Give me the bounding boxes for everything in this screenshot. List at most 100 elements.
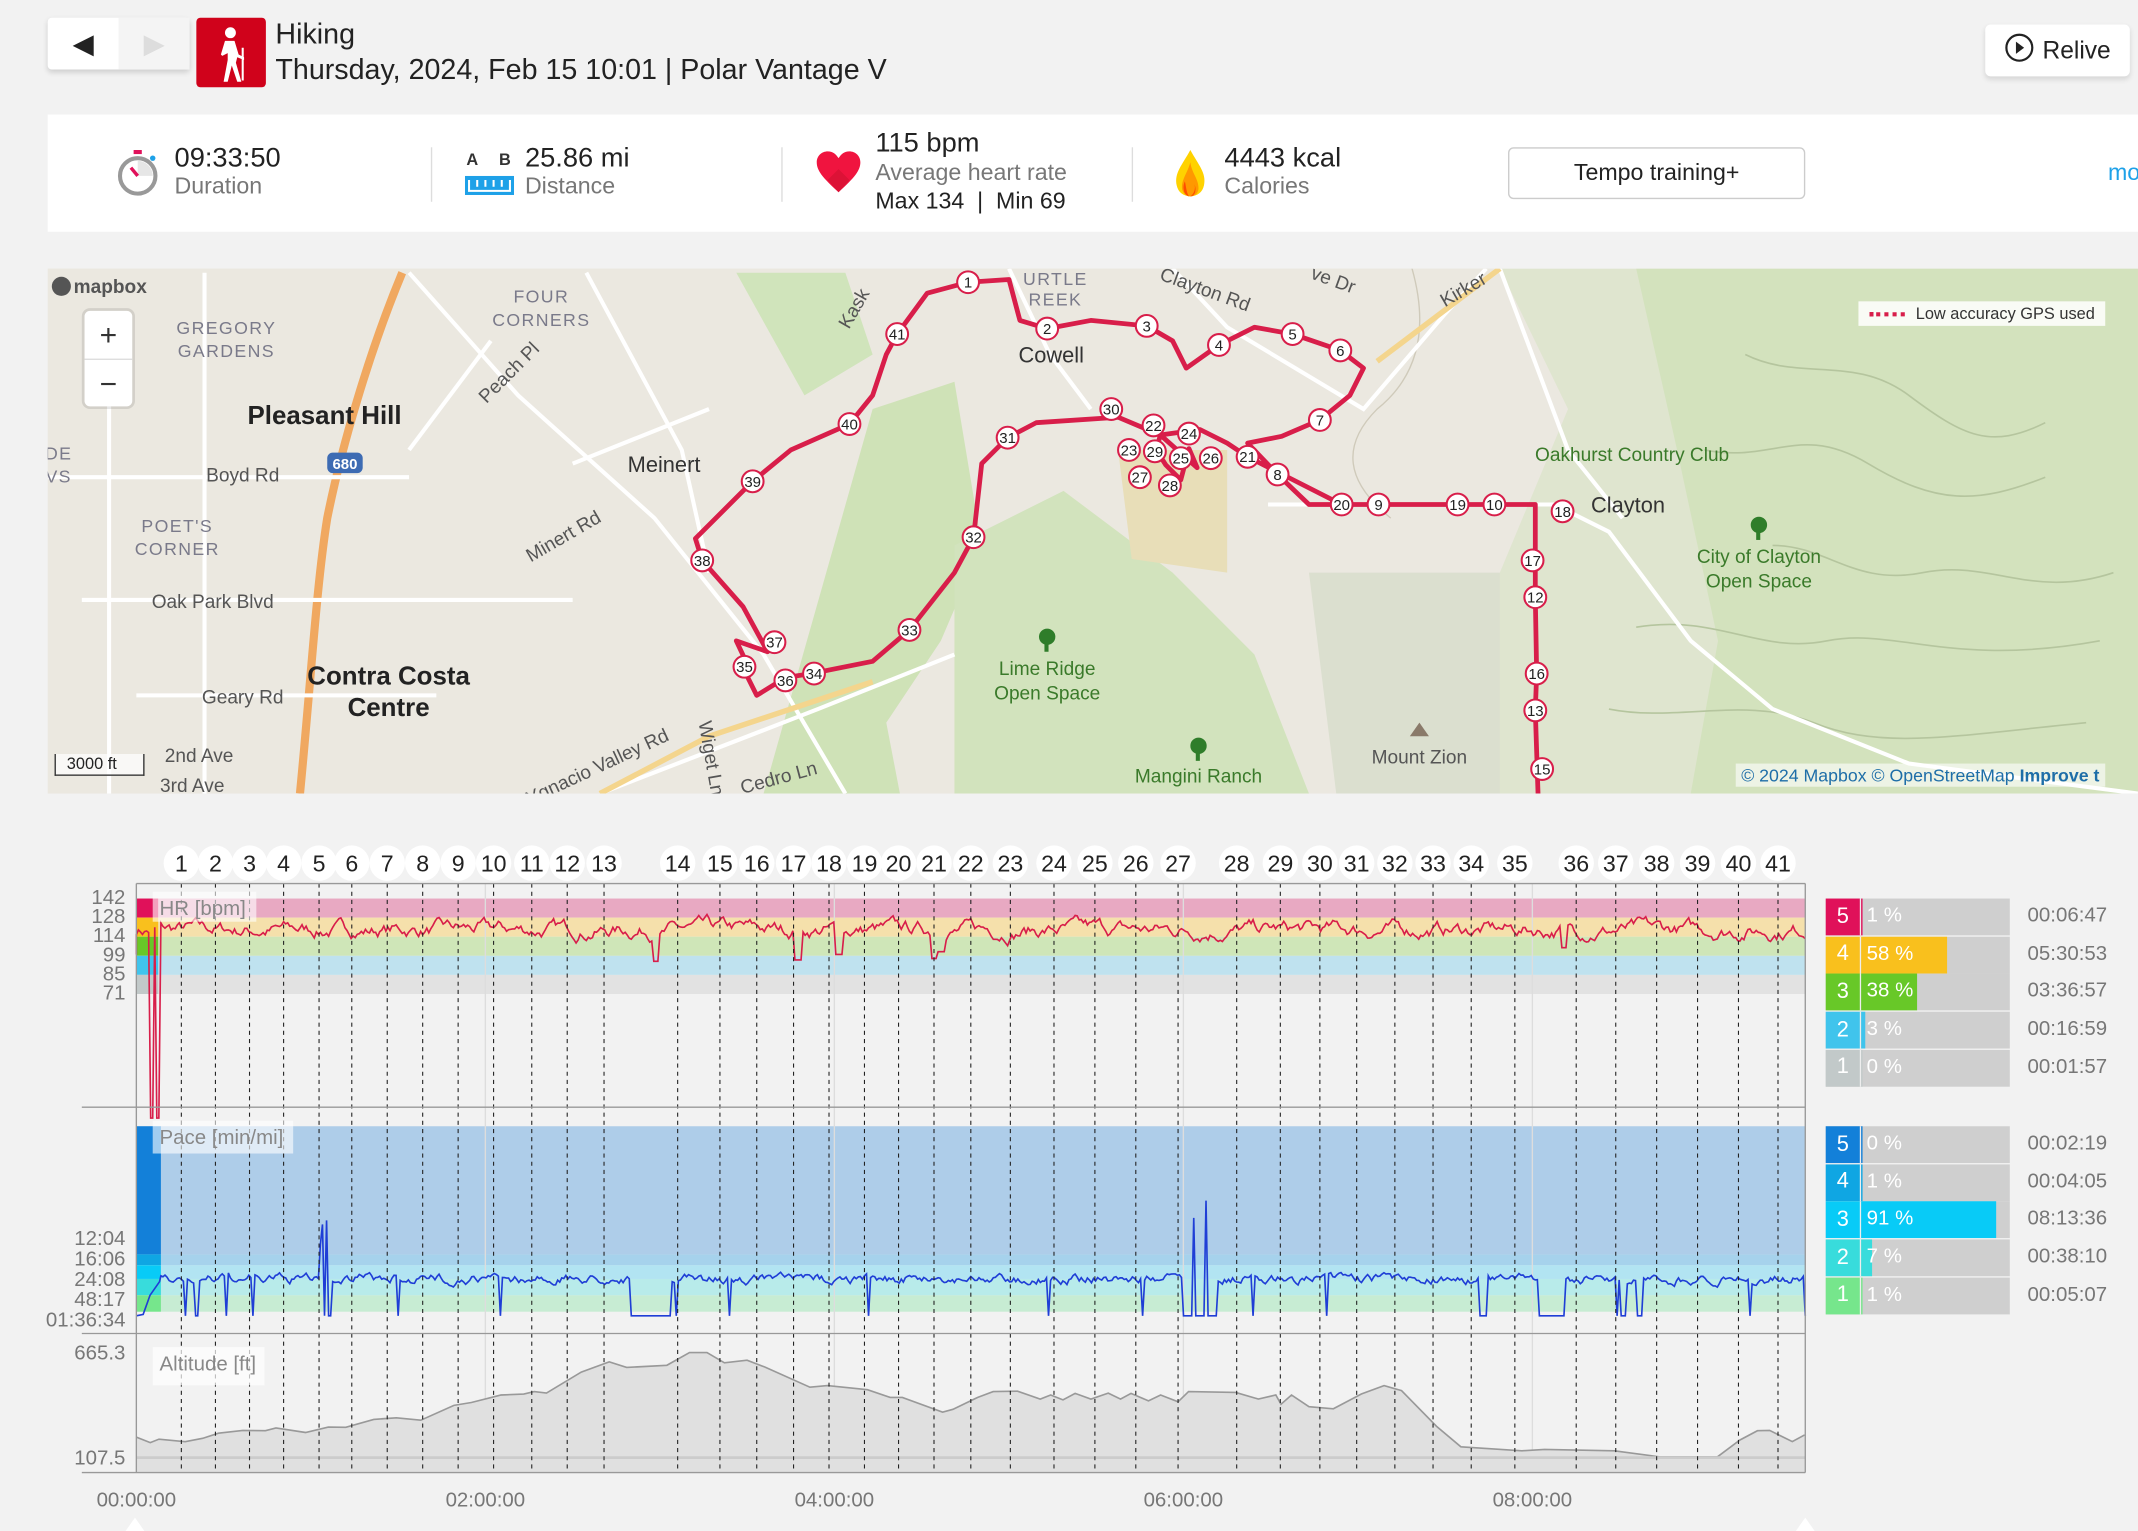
lap-marker[interactable]: 31 bbox=[1338, 845, 1375, 881]
route-lap-marker[interactable]: 21 bbox=[1235, 444, 1260, 469]
route-lap-marker[interactable]: 27 bbox=[1127, 465, 1152, 490]
lap-marker[interactable]: 7 bbox=[369, 845, 405, 881]
lap-marker[interactable]: 30 bbox=[1302, 845, 1338, 881]
route-lap-marker[interactable]: 15 bbox=[1530, 757, 1555, 781]
lap-marker[interactable]: 25 bbox=[1077, 845, 1113, 881]
map-label: Centre bbox=[347, 694, 430, 723]
route-lap-marker[interactable]: 5 bbox=[1280, 322, 1305, 346]
lap-marker[interactable]: 6 bbox=[334, 845, 370, 881]
zoom-out-button[interactable]: − bbox=[99, 366, 118, 401]
lap-marker[interactable]: 2 bbox=[197, 845, 234, 881]
route-lap-marker[interactable]: 16 bbox=[1524, 661, 1549, 686]
route-lap-marker[interactable]: 17 bbox=[1520, 548, 1545, 573]
lap-marker[interactable]: 17 bbox=[775, 845, 812, 881]
route-lap-marker[interactable]: 13 bbox=[1523, 698, 1548, 723]
lap-marker[interactable]: 22 bbox=[953, 845, 989, 881]
range-handle-icon[interactable] bbox=[125, 1517, 1815, 1531]
route-lap-marker[interactable]: 33 bbox=[897, 618, 922, 642]
zoom-in-button[interactable]: + bbox=[84, 311, 133, 360]
route-lap-marker[interactable]: 3 bbox=[1134, 313, 1159, 338]
route-lap-marker[interactable]: 34 bbox=[802, 661, 826, 686]
route-lap-marker[interactable]: 38 bbox=[690, 548, 715, 573]
route-lap-marker[interactable]: 25 bbox=[1168, 446, 1193, 471]
lap-marker[interactable]: 19 bbox=[846, 845, 883, 881]
route-lap-marker[interactable]: 7 bbox=[1307, 408, 1332, 432]
route-lap-marker[interactable]: 18 bbox=[1550, 499, 1575, 524]
activity-charts[interactable]: 1 2 3 4 5 6 7 8 9 10 11 12 13 14 15 16 17 18 19 20 21 22 23 24 2… bbox=[0, 818, 1827, 1531]
route-lap-marker[interactable]: 40 bbox=[837, 412, 862, 436]
route-lap-marker[interactable]: 10 bbox=[1482, 492, 1507, 517]
route-lap-marker[interactable]: 29 bbox=[1142, 439, 1167, 464]
route-lap-marker[interactable]: 9 bbox=[1366, 492, 1391, 517]
lap-marker[interactable]: 20 bbox=[880, 845, 917, 881]
lap-marker[interactable]: 32 bbox=[1377, 845, 1413, 881]
route-lap-marker[interactable]: 2 bbox=[1035, 316, 1060, 341]
lap-marker[interactable]: 21 bbox=[916, 845, 952, 881]
lap-marker[interactable]: 10 bbox=[475, 845, 512, 881]
svg-text:2: 2 bbox=[1043, 321, 1051, 338]
route-lap-marker[interactable]: 30 bbox=[1099, 397, 1124, 421]
lap-marker[interactable]: 29 bbox=[1262, 845, 1299, 881]
lap-marker[interactable]: 26 bbox=[1118, 845, 1154, 881]
route-lap-marker[interactable]: 28 bbox=[1157, 473, 1182, 498]
more-link[interactable]: mo bbox=[2107, 159, 2138, 186]
lap-marker[interactable]: 39 bbox=[1679, 845, 1716, 881]
lap-marker[interactable]: 8 bbox=[404, 845, 441, 881]
lap-marker[interactable]: 33 bbox=[1415, 845, 1451, 881]
lap-marker[interactable]: 9 bbox=[440, 845, 476, 881]
route-lap-marker[interactable]: 31 bbox=[995, 425, 1020, 450]
route-lap-marker[interactable]: 24 bbox=[1177, 421, 1201, 446]
lap-marker[interactable]: 1 bbox=[163, 845, 200, 881]
lap-marker[interactable]: 4 bbox=[265, 845, 302, 881]
route-lap-marker[interactable]: 26 bbox=[1198, 446, 1223, 471]
lap-marker[interactable]: 27 bbox=[1160, 845, 1196, 881]
route-lap-marker[interactable]: 37 bbox=[762, 630, 787, 655]
route-lap-marker[interactable]: 4 bbox=[1207, 333, 1231, 357]
route-lap-marker[interactable]: 23 bbox=[1117, 438, 1141, 462]
next-activity-button[interactable]: ▶ bbox=[118, 17, 190, 70]
svg-text:24: 24 bbox=[1041, 850, 1067, 876]
lap-marker[interactable]: 18 bbox=[811, 845, 847, 881]
route-map[interactable]: 1 2 3 4 5 6 7 8 9 10 12 13 15 16 17 18 19 20 21 22 23 24 25 26 2… bbox=[47, 268, 2138, 794]
route-lap-marker[interactable]: 22 bbox=[1141, 413, 1166, 438]
route-lap-marker[interactable]: 35 bbox=[732, 654, 757, 679]
improve-map-link[interactable]: Improve t bbox=[2019, 764, 2100, 786]
lap-marker[interactable]: 5 bbox=[301, 845, 337, 881]
route-lap-marker[interactable]: 6 bbox=[1328, 338, 1353, 363]
lap-marker[interactable]: 23 bbox=[992, 845, 1029, 881]
lap-marker[interactable]: 38 bbox=[1638, 845, 1675, 881]
previous-activity-button[interactable]: ◀ bbox=[48, 18, 119, 70]
route-lap-marker[interactable]: 12 bbox=[1523, 585, 1548, 610]
zone-bar-fill bbox=[1861, 1239, 1872, 1277]
route-lap-marker[interactable]: 19 bbox=[1445, 492, 1470, 517]
route-lap-marker[interactable]: 8 bbox=[1265, 462, 1290, 487]
zone-bar-fill bbox=[1861, 1164, 1863, 1201]
route-lap-marker[interactable]: 41 bbox=[885, 322, 910, 346]
training-benefit-button[interactable]: Tempo training+ bbox=[1508, 147, 1806, 200]
route-lap-marker[interactable]: 36 bbox=[773, 668, 798, 693]
svg-text:3: 3 bbox=[1143, 318, 1151, 335]
relive-button[interactable]: Relive bbox=[1985, 24, 2130, 77]
route-lap-marker[interactable]: 32 bbox=[961, 525, 986, 550]
lap-marker[interactable]: 14 bbox=[659, 845, 696, 881]
lap-marker[interactable]: 13 bbox=[586, 845, 622, 881]
lap-marker[interactable]: 3 bbox=[231, 845, 268, 881]
lap-marker[interactable]: 15 bbox=[702, 845, 738, 881]
lap-marker[interactable]: 34 bbox=[1453, 845, 1489, 881]
route-lap-marker[interactable]: 39 bbox=[740, 469, 765, 494]
lap-marker[interactable]: 11 bbox=[514, 845, 550, 881]
lap-marker[interactable]: 24 bbox=[1036, 845, 1072, 881]
route-lap-marker[interactable]: 20 bbox=[1329, 492, 1354, 517]
time-tick: 04:00:00 bbox=[795, 1489, 875, 1512]
lap-marker[interactable]: 37 bbox=[1598, 845, 1634, 881]
lap-marker[interactable]: 16 bbox=[739, 845, 775, 881]
lap-marker[interactable]: 35 bbox=[1497, 845, 1533, 881]
route-lap-marker[interactable]: 1 bbox=[956, 270, 981, 295]
altitude-tick: 107.5 bbox=[74, 1446, 125, 1469]
lap-marker[interactable]: 36 bbox=[1558, 845, 1594, 881]
lap-marker[interactable]: 40 bbox=[1720, 845, 1757, 881]
lap-marker[interactable]: 12 bbox=[549, 845, 585, 881]
lap-marker[interactable]: 41 bbox=[1760, 845, 1796, 881]
attribution-link[interactable]: © 2024 Mapbox © OpenStreetMap bbox=[1741, 764, 2015, 786]
lap-marker[interactable]: 28 bbox=[1218, 845, 1255, 881]
